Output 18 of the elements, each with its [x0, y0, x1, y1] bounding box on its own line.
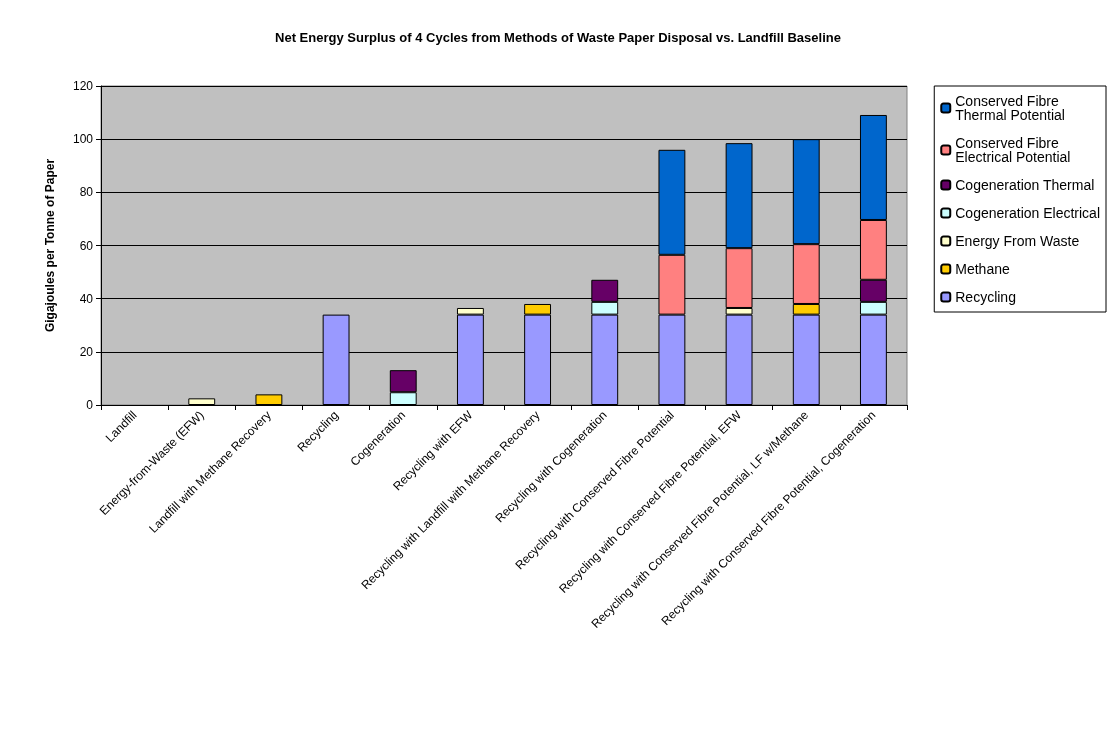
legend-label: Conserved Fibre Thermal Potential — [955, 93, 1065, 123]
y-tick-label: 20 — [79, 344, 94, 359]
y-axis-title: Gigajoules per Tonne of Paper — [43, 158, 57, 333]
legend-label: Conserved Fibre Electrical Potential — [955, 135, 1071, 165]
y-tick-label: 120 — [72, 79, 94, 93]
y-tick-label: 60 — [79, 238, 94, 253]
y-tick-label: 0 — [86, 398, 94, 412]
legend-label: Energy From Waste — [955, 233, 1080, 249]
bar — [255, 394, 283, 405]
legend-label: Cogeneration Thermal — [955, 177, 1095, 193]
y-tick-label: 40 — [79, 291, 94, 306]
y-tick-label: 80 — [79, 185, 94, 200]
legend-label: Methane — [955, 261, 1010, 277]
legend-label: Recycling — [955, 289, 1016, 305]
bar — [188, 398, 216, 405]
chart-title: Net Energy Surplus of 4 Cycles from Methods of Waste Paper Disposal vs. Landfill Baseline — [275, 30, 841, 45]
y-tick-label: 100 — [72, 132, 94, 147]
legend-label: Cogeneration Electrical — [955, 205, 1101, 221]
